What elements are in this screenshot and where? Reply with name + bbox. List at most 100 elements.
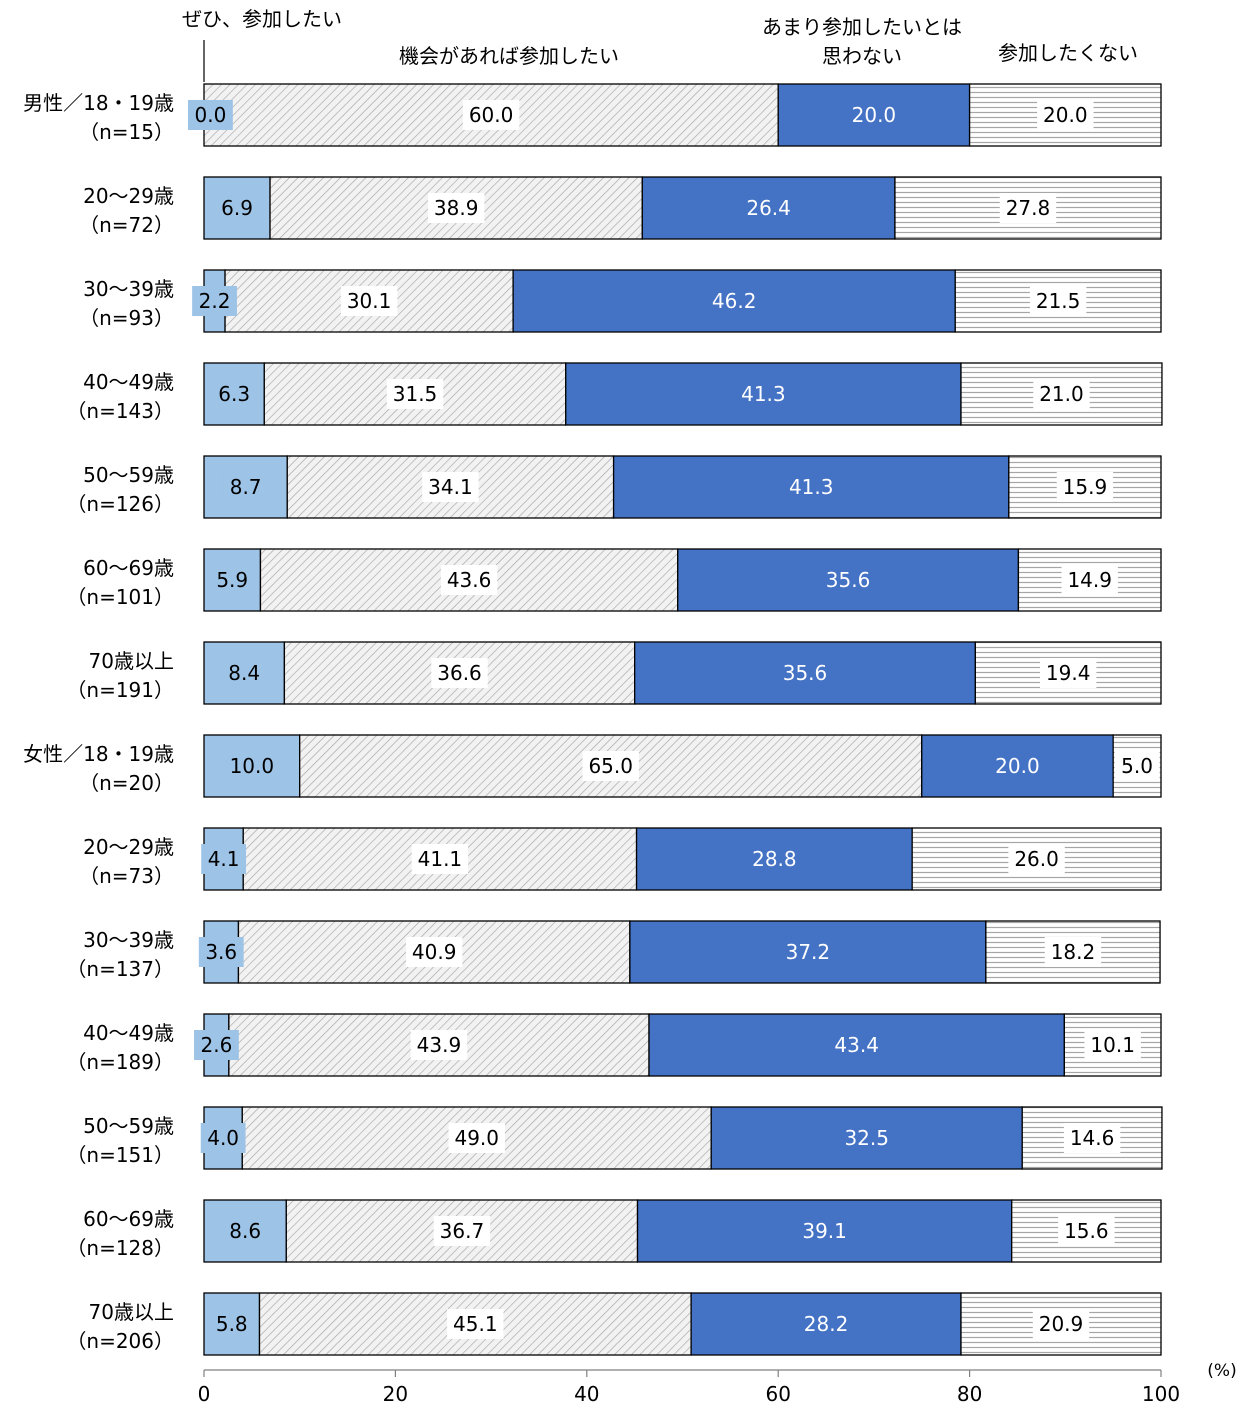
data-label-background [198, 937, 244, 967]
data-label-background [1056, 472, 1114, 502]
row-category-label: 40～49歳 [83, 1021, 174, 1045]
bar-row: 男性／18・19歳 （n=15） 0.0 60.0 20.0 20.0 [23, 83, 1162, 147]
row-sample-size-label: （n=151） [66, 1143, 174, 1167]
data-label-not-much: 43.4 [834, 1033, 879, 1057]
data-label-if-opportunity: 31.5 [393, 382, 438, 406]
data-label-background [188, 100, 233, 130]
row-sample-size-label: （n=189） [66, 1050, 174, 1074]
data-label-background [410, 1030, 468, 1060]
data-label-background [201, 844, 247, 874]
data-label-background [433, 1216, 491, 1246]
x-tick-label: 100 [1142, 1382, 1180, 1404]
bar-row: 女性／18・19歳 （n=20） 10.0 65.0 20.0 5.0 [23, 734, 1162, 798]
data-label-background [340, 286, 398, 316]
data-label-background [845, 100, 903, 130]
data-label-do-not-want: 5.0 [1121, 754, 1153, 778]
row-category-label: 30～39歳 [83, 277, 174, 301]
data-label-background [411, 844, 469, 874]
data-label-not-much: 35.6 [826, 568, 871, 592]
data-label-definitely: 0.0 [194, 103, 226, 127]
row-category-label: 60～69歳 [83, 556, 174, 580]
bar-row: 60～69歳 （n=128） 8.6 36.7 39.1 15.6 [66, 1199, 1162, 1263]
data-label-background [1061, 565, 1118, 595]
data-label-definitely: 5.8 [216, 1312, 248, 1336]
data-label-background [223, 751, 281, 781]
data-label-background [779, 937, 837, 967]
row-sample-size-label: （n=191） [66, 678, 174, 702]
data-label-background [448, 1123, 505, 1153]
data-label-if-opportunity: 30.1 [347, 289, 392, 313]
data-label-background [200, 1123, 246, 1153]
data-label-definitely: 8.7 [230, 475, 262, 499]
row-category-label: 30～39歳 [83, 928, 174, 952]
data-label-background [1084, 1030, 1141, 1060]
data-label-background [999, 193, 1057, 223]
data-label-background [221, 658, 267, 688]
data-label-not-much: 46.2 [712, 289, 757, 313]
data-label-background [209, 565, 255, 595]
data-label-do-not-want: 19.4 [1046, 661, 1091, 685]
bar-segment-if-opportunity [269, 176, 643, 240]
bar-row: 40～49歳 （n=189） 2.6 43.9 43.4 10.1 [66, 1013, 1162, 1077]
data-label-background [1039, 658, 1097, 688]
data-label-background [447, 1309, 504, 1339]
row-sample-size-label: （n=126） [66, 492, 174, 516]
data-label-background [796, 1216, 853, 1246]
data-label-do-not-want: 21.5 [1036, 289, 1081, 313]
data-label-do-not-want: 15.9 [1063, 475, 1108, 499]
data-label-if-opportunity: 41.1 [418, 847, 463, 871]
data-label-if-opportunity: 38.9 [434, 196, 479, 220]
data-label-do-not-want: 27.8 [1006, 196, 1051, 220]
data-label-if-opportunity: 65.0 [588, 754, 633, 778]
data-label-background [797, 1309, 855, 1339]
data-label-background [776, 658, 834, 688]
row-category-label: 40～49歳 [83, 370, 174, 394]
data-label-definitely: 8.4 [228, 661, 260, 685]
data-label-definitely: 10.0 [230, 754, 275, 778]
row-category-label: 70歳以上 [89, 1300, 174, 1324]
data-label-background [211, 379, 257, 409]
x-tick-label: 0 [198, 1382, 211, 1404]
data-label-background [1008, 844, 1065, 874]
data-label-if-opportunity: 43.9 [417, 1033, 462, 1057]
data-label-if-opportunity: 36.6 [437, 661, 482, 685]
data-label-background [1032, 1309, 1090, 1339]
data-label-background [440, 565, 498, 595]
data-label-definitely: 2.6 [201, 1033, 233, 1057]
row-sample-size-label: （n=72） [79, 213, 174, 237]
x-tick-label: 40 [574, 1382, 599, 1404]
data-label-do-not-want: 18.2 [1051, 940, 1096, 964]
data-label-not-much: 20.0 [852, 103, 897, 127]
data-label-background [746, 844, 803, 874]
bar-row: 20～29歳 （n=72） 6.9 38.9 26.4 27.8 [79, 176, 1162, 240]
data-label-background [740, 193, 797, 223]
row-sample-size-label: （n=15） [79, 120, 174, 144]
data-label-background [1037, 100, 1094, 130]
bar-row: 70歳以上 （n=191） 8.4 36.6 35.6 19.4 [66, 641, 1162, 705]
x-tick-label: 20 [383, 1382, 408, 1404]
data-label-background [431, 658, 488, 688]
data-label-do-not-want: 20.9 [1039, 1312, 1084, 1336]
bar-row: 30～39歳 （n=93） 2.2 30.1 46.2 21.5 [79, 269, 1162, 333]
bar-row: 40～49歳 （n=143） 6.3 31.5 41.3 21.0 [66, 362, 1163, 426]
data-label-if-opportunity: 34.1 [428, 475, 473, 499]
data-label-definitely: 6.9 [221, 196, 253, 220]
row-category-label: 20～29歳 [83, 184, 174, 208]
data-label-background [1044, 937, 1102, 967]
legend-label-definitely: ぜひ、参加したい [182, 7, 342, 31]
data-label-background [989, 751, 1046, 781]
data-label-background [1114, 751, 1160, 781]
bar-row: 50～59歳 （n=126） 8.7 34.1 41.3 15.9 [66, 455, 1162, 519]
data-label-definitely: 4.1 [208, 847, 240, 871]
data-label-background [735, 379, 792, 409]
data-label-not-much: 32.5 [844, 1126, 889, 1150]
data-label-not-much: 28.2 [804, 1312, 849, 1336]
row-sample-size-label: （n=143） [66, 399, 174, 423]
row-sample-size-label: （n=101） [66, 585, 174, 609]
data-label-do-not-want: 10.1 [1090, 1033, 1135, 1057]
data-label-if-opportunity: 45.1 [453, 1312, 498, 1336]
data-label-background [209, 1309, 255, 1339]
data-label-do-not-want: 26.0 [1014, 847, 1059, 871]
data-label-do-not-want: 20.0 [1043, 103, 1088, 127]
